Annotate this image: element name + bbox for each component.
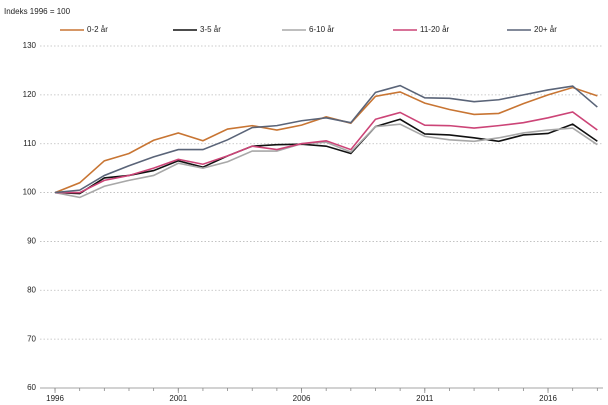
- x-tick-label: 2016: [539, 394, 557, 403]
- x-tick-label: 2001: [169, 394, 187, 403]
- x-tick-label: 1996: [46, 394, 64, 403]
- legend-label: 3-5 år: [200, 25, 221, 34]
- y-tick-label: 130: [23, 41, 37, 50]
- series-line: [54, 123, 598, 199]
- legend-label: 0-2 år: [87, 25, 108, 34]
- y-tick-label: 120: [23, 90, 37, 99]
- series-line: [55, 111, 598, 194]
- legend-label: 11-20 år: [420, 25, 450, 34]
- y-tick-label: 100: [23, 188, 37, 197]
- y-tick-label: 60: [27, 383, 36, 392]
- legend-label: 20+ år: [534, 25, 557, 34]
- series-line: [54, 86, 598, 194]
- y-tick-label: 70: [27, 334, 36, 343]
- y-tick-label: 90: [27, 237, 36, 246]
- x-tick-label: 2006: [293, 394, 311, 403]
- series-line: [55, 118, 598, 195]
- x-tick-label: 2011: [416, 394, 434, 403]
- series-line: [54, 84, 598, 194]
- y-axis-label: Indeks 1996 = 100: [4, 7, 71, 16]
- y-tick-label: 80: [27, 285, 36, 294]
- legend-label: 6-10 år: [309, 25, 335, 34]
- y-tick-label: 110: [23, 139, 36, 148]
